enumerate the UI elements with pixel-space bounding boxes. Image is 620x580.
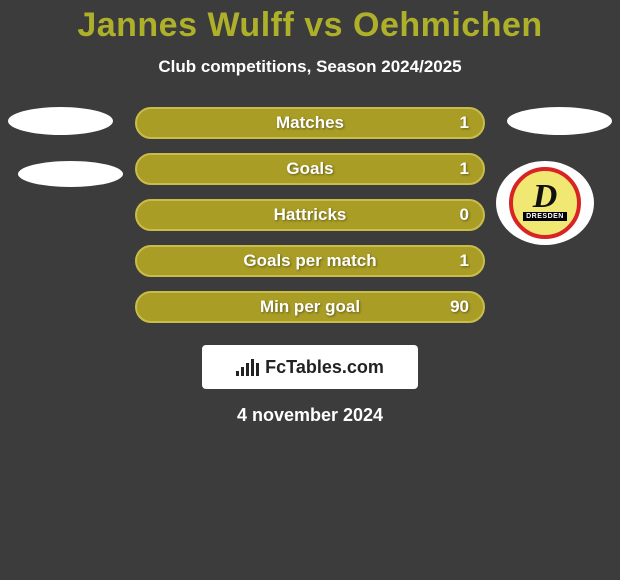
stat-bar: Hattricks 0	[135, 199, 485, 231]
brand-main: Tables	[286, 357, 342, 377]
stat-row: Goals per match 1	[0, 245, 620, 277]
player-right-ellipse-1	[507, 107, 612, 135]
brand-prefix: Fc	[265, 357, 286, 377]
stat-value-right: 0	[460, 205, 469, 225]
stat-bar: Min per goal 90	[135, 291, 485, 323]
page-title: Jannes Wulff vs Oehmichen	[0, 0, 620, 45]
stat-bar: Goals 1	[135, 153, 485, 185]
subtitle: Club competitions, Season 2024/2025	[0, 57, 620, 77]
brand-text: FcTables.com	[265, 357, 384, 378]
stat-value-right: 90	[450, 297, 469, 317]
stat-label: Min per goal	[260, 297, 360, 317]
footer-date: 4 november 2024	[0, 405, 620, 426]
stat-bar: Goals per match 1	[135, 245, 485, 277]
stat-value-right: 1	[460, 251, 469, 271]
brand-logo[interactable]: FcTables.com	[202, 345, 418, 389]
stat-value-right: 1	[460, 113, 469, 133]
stat-bar: Matches 1	[135, 107, 485, 139]
stat-label: Matches	[276, 113, 344, 133]
brand-suffix: .com	[342, 357, 384, 377]
club-badge-name: DRESDEN	[523, 212, 567, 221]
bars-icon	[236, 358, 259, 376]
stat-row: Min per goal 90	[0, 291, 620, 323]
club-badge: D DRESDEN	[496, 161, 594, 245]
stat-label: Hattricks	[274, 205, 347, 225]
stat-value-right: 1	[460, 159, 469, 179]
player-left-ellipse-1	[8, 107, 113, 135]
stat-label: Goals	[286, 159, 333, 179]
player-left-ellipse-2	[18, 161, 123, 187]
club-badge-circle: D DRESDEN	[509, 167, 581, 239]
stat-label: Goals per match	[243, 251, 376, 271]
comparison-card: Jannes Wulff vs Oehmichen Club competiti…	[0, 0, 620, 580]
stats-area: D DRESDEN Matches 1 Goals 1 Hattricks 0 Goals …	[0, 107, 620, 323]
club-badge-letter: D	[533, 185, 558, 209]
